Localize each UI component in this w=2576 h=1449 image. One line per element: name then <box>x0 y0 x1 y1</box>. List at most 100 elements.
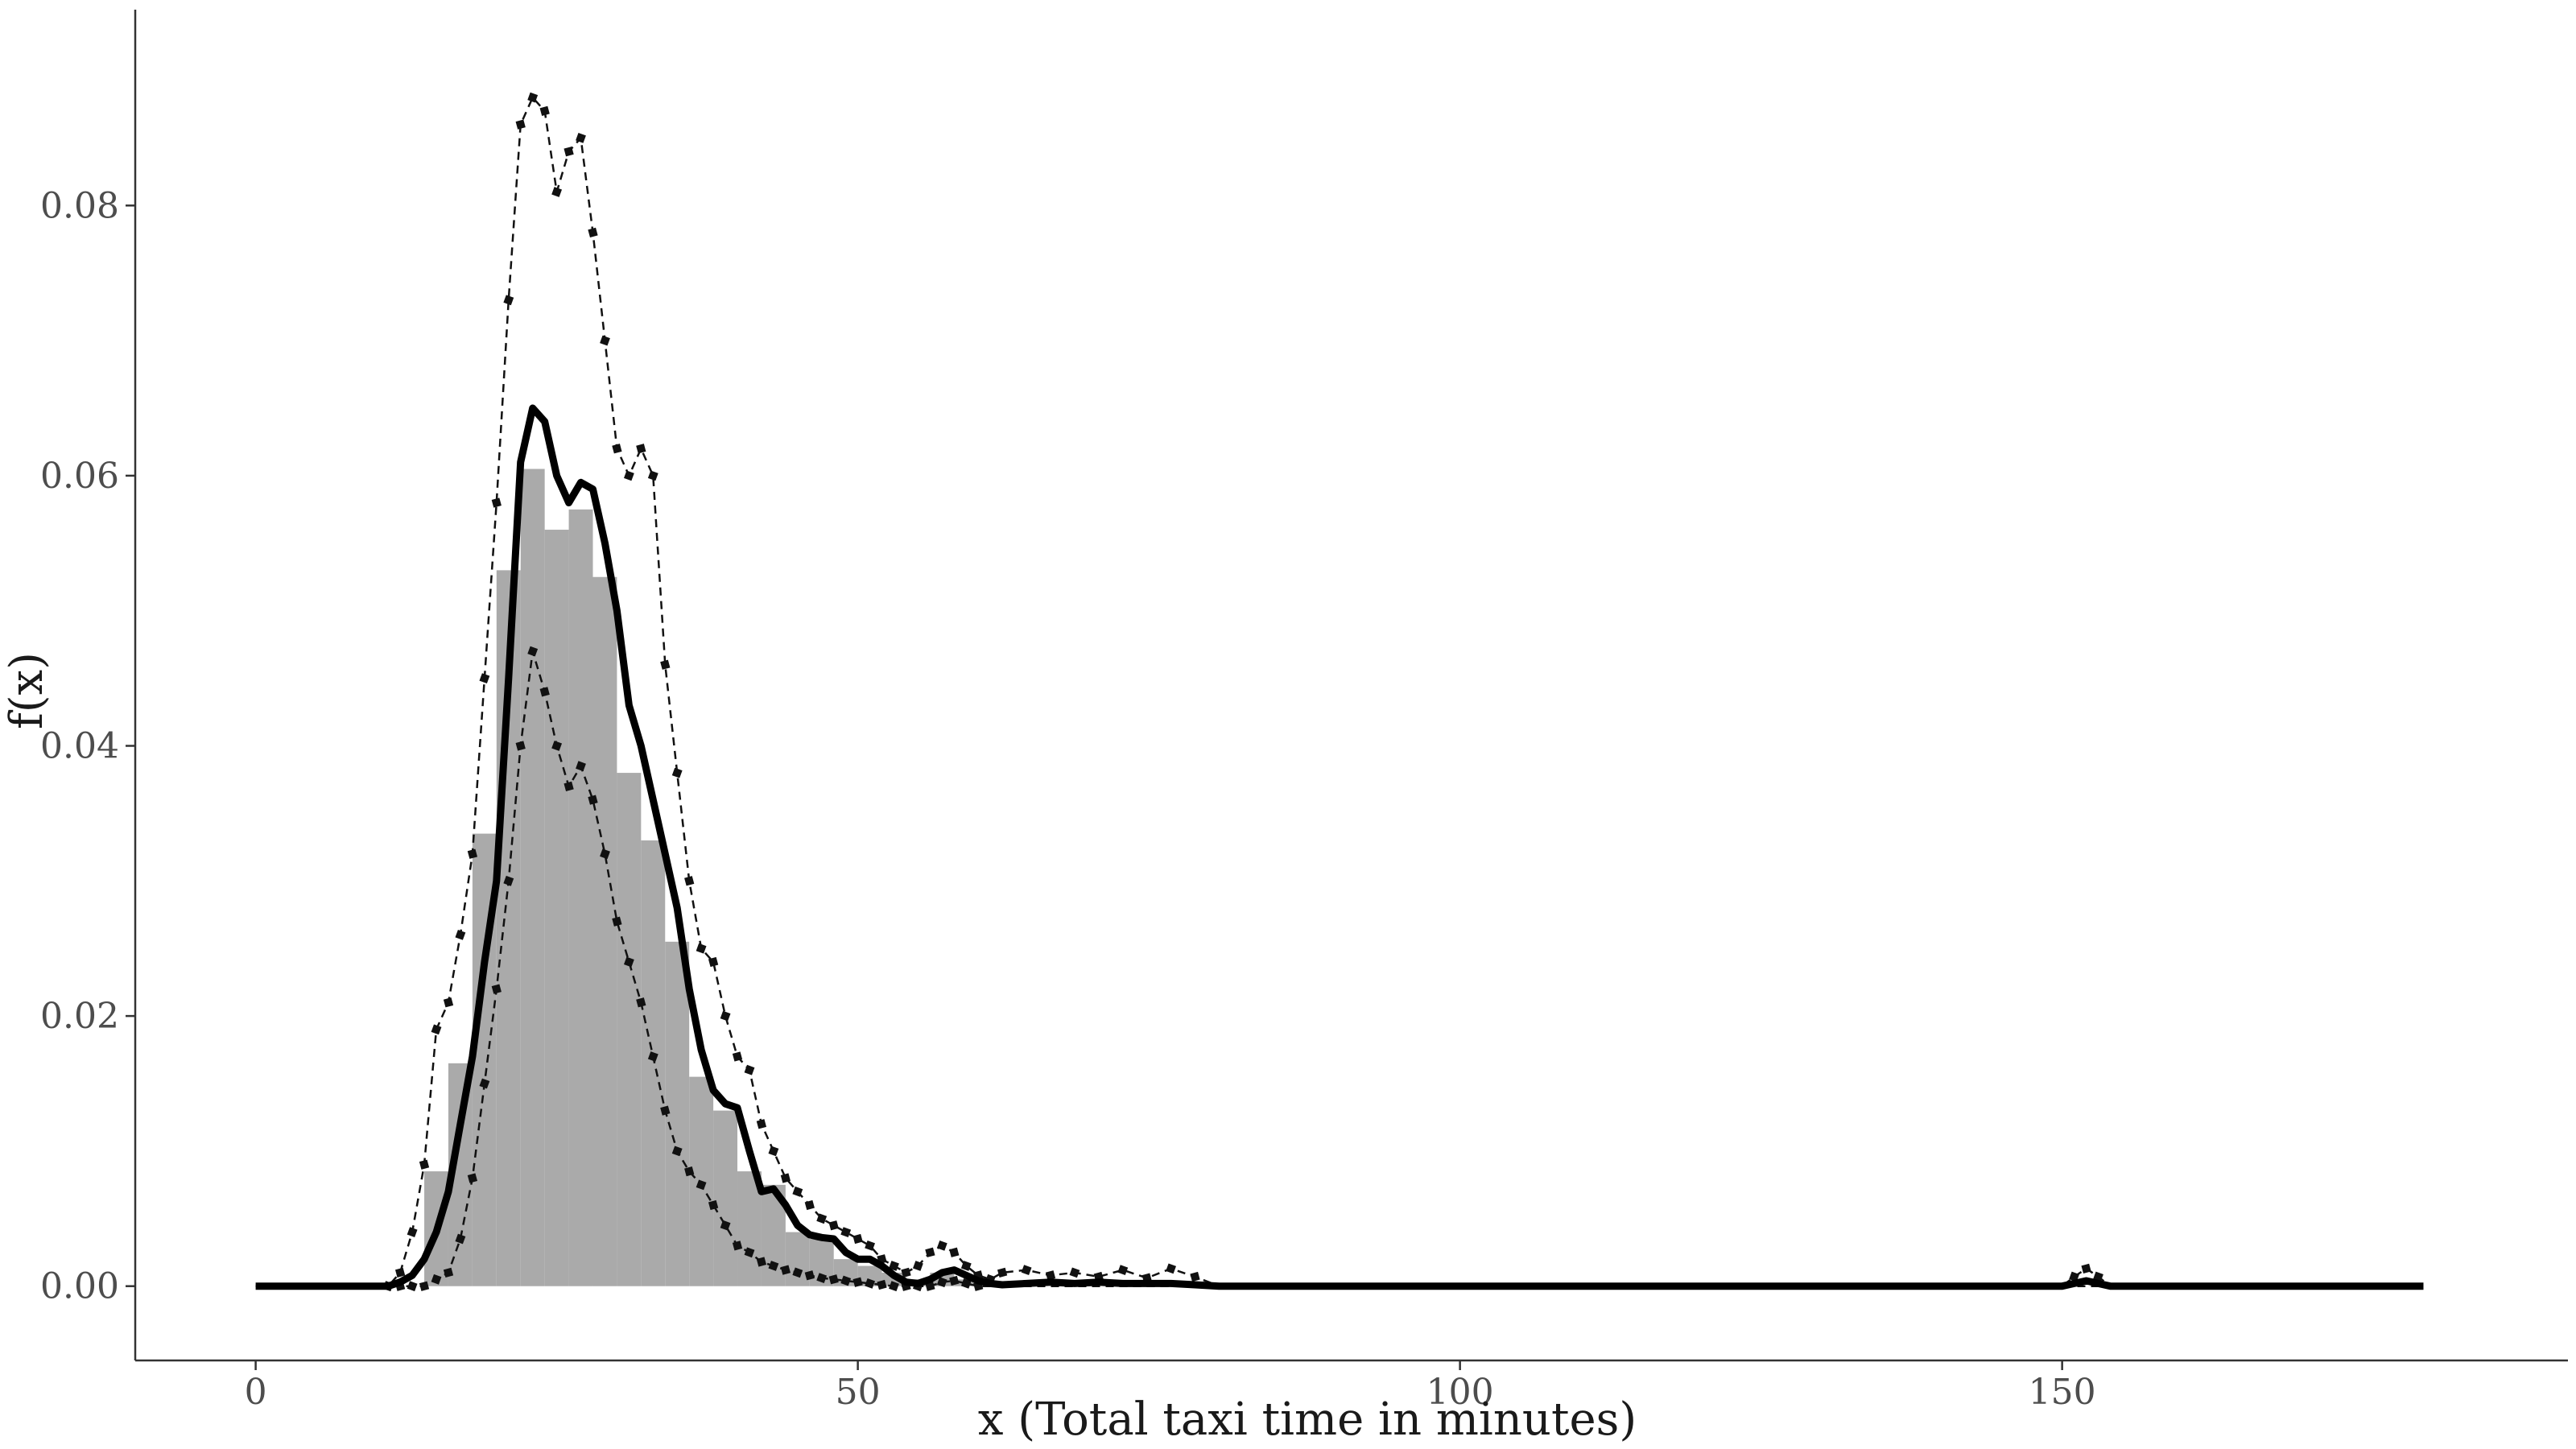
upper-band-marker <box>491 497 502 508</box>
upper-band-marker <box>792 1186 803 1197</box>
upper-band-marker <box>671 767 683 778</box>
histogram-bar <box>641 840 666 1286</box>
upper-band-marker <box>684 876 695 886</box>
upper-band-marker <box>912 1261 923 1271</box>
upper-band-marker <box>539 105 550 117</box>
upper-band-marker <box>1166 1263 1177 1274</box>
histogram-bar <box>713 1110 738 1286</box>
upper-band-marker <box>936 1240 947 1251</box>
upper-band-marker <box>479 673 490 684</box>
lower-band-marker <box>720 1220 731 1231</box>
lower-band-marker <box>443 1267 454 1278</box>
axes <box>134 10 2568 1362</box>
upper-band-marker <box>865 1240 876 1251</box>
lower-band-marker <box>949 1275 960 1286</box>
upper-band-marker <box>660 659 671 670</box>
lower-band-marker <box>768 1261 779 1271</box>
lower-band-marker <box>515 741 526 751</box>
lower-band-marker <box>828 1274 839 1285</box>
density-curve-layer <box>255 404 2424 1290</box>
histogram-bar <box>665 941 690 1286</box>
upper-band-marker <box>925 1247 935 1257</box>
upper-band-marker <box>1045 1270 1056 1281</box>
upper-band-marker <box>889 1261 899 1271</box>
x-tick-label: 150 <box>2029 1372 2096 1413</box>
lower-band-marker <box>491 984 502 994</box>
upper-band-marker <box>636 444 646 454</box>
upper-band-marker <box>960 1261 972 1271</box>
lower-band-marker <box>455 1233 466 1245</box>
upper-band-marker <box>720 1010 731 1022</box>
histogram-bar <box>617 773 642 1286</box>
upper-band-marker <box>394 1267 406 1278</box>
histogram-bar <box>592 576 617 1286</box>
upper-band-marker <box>588 227 598 238</box>
lower-band-marker <box>647 1051 658 1062</box>
upper-band-marker <box>696 943 707 954</box>
upper-band-marker <box>997 1267 1008 1278</box>
lower-band-marker <box>600 848 610 860</box>
upper-band-marker <box>431 1024 442 1035</box>
x-tick-label: 100 <box>1426 1372 1494 1413</box>
lower-band-marker <box>792 1267 803 1278</box>
upper-band-marker <box>623 470 634 481</box>
upper-band-marker <box>1069 1267 1080 1278</box>
lower-band-marker <box>804 1270 815 1281</box>
lower-band-marker <box>960 1278 972 1289</box>
lower-band-marker <box>588 795 598 805</box>
upper-band-marker <box>647 470 658 481</box>
upper-band-marker <box>816 1213 828 1224</box>
lower-band-marker <box>503 875 514 886</box>
upper-band-marker <box>551 187 563 197</box>
upper-band-marker <box>852 1233 863 1245</box>
lower-band-marker <box>744 1247 755 1258</box>
upper-band-marker <box>708 956 719 968</box>
lower-band-marker <box>865 1278 876 1289</box>
upper-band-marker <box>744 1064 755 1075</box>
upper-band-marker <box>527 92 539 103</box>
upper-band-marker <box>419 1159 430 1170</box>
upper-band-marker <box>949 1247 960 1257</box>
upper-band-marker <box>515 119 526 130</box>
upper-band-marker <box>407 1227 418 1238</box>
upper-band-marker <box>443 997 454 1008</box>
lower-band-marker <box>780 1265 791 1275</box>
lower-band-marker <box>936 1277 947 1288</box>
y-axis-title: f(x) <box>1 652 53 729</box>
upper-band-marker <box>600 335 610 346</box>
upper-band-marker <box>732 1051 743 1062</box>
upper-band-marker <box>756 1119 767 1129</box>
lower-band-marker <box>732 1241 743 1251</box>
lower-band-marker <box>816 1273 828 1284</box>
confidence-band-lines <box>255 92 2424 1292</box>
histogram-bar <box>568 509 593 1286</box>
y-tick-label: 0.00 <box>40 1266 119 1307</box>
y-tick-label: 0.06 <box>40 456 119 497</box>
lower-band-marker <box>756 1257 767 1267</box>
y-tick-label: 0.04 <box>40 726 119 767</box>
lower-band-marker <box>684 1166 695 1177</box>
y-tick-label: 0.08 <box>40 185 119 226</box>
lower-band-marker <box>708 1199 719 1211</box>
histogram-bar <box>520 469 545 1286</box>
upper-band-marker <box>1021 1265 1032 1276</box>
upper-band-marker <box>576 132 586 143</box>
upper-band-marker <box>2081 1263 2091 1274</box>
lower-band-marker <box>671 1146 683 1157</box>
lower-band-marker <box>431 1274 442 1285</box>
upper-band-marker <box>901 1267 911 1278</box>
lower-band-marker <box>479 1078 490 1089</box>
y-tick-label: 0.02 <box>40 996 119 1037</box>
axis-ticks: 0 50 100 150 0.00 0.02 0.04 0.06 0.08 <box>40 185 2096 1413</box>
lower-band-marker <box>564 781 574 792</box>
histogram-bar <box>785 1232 810 1286</box>
x-axis-title: x (Total taxi time in minutes) <box>978 1393 1637 1446</box>
upper-band-marker <box>503 295 514 306</box>
lower-band-marker <box>527 646 539 657</box>
lower-band-marker <box>696 1179 707 1191</box>
histogram-bars <box>424 469 979 1286</box>
histogram-bar <box>544 530 569 1286</box>
lower-band-marker <box>539 687 550 697</box>
lower-band-marker <box>660 1105 671 1116</box>
